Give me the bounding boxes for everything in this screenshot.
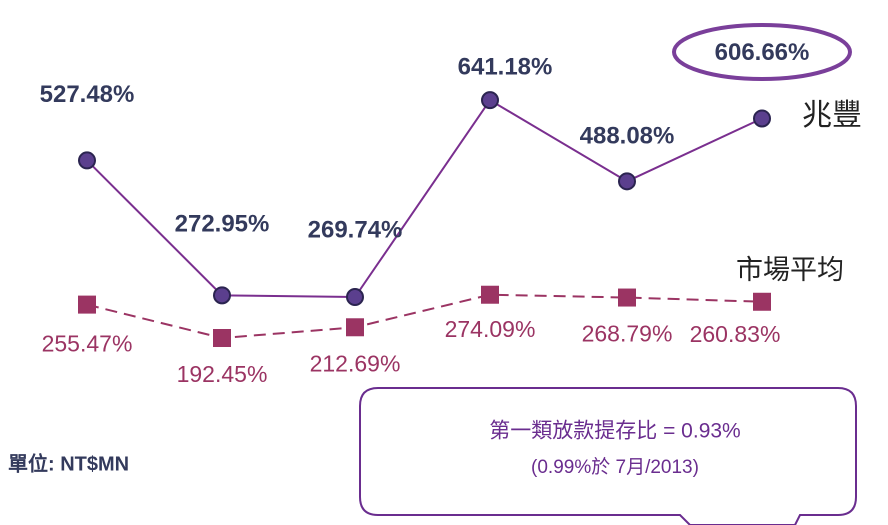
data-label: 260.83%: [690, 321, 781, 347]
data-label: 606.66%: [715, 39, 810, 66]
callout-text: (0.99%於 7月/2013): [531, 456, 699, 478]
data-label: 269.74%: [308, 216, 403, 243]
point-marker: [346, 288, 364, 307]
data-label: 192.45%: [177, 361, 268, 387]
highlight-oval: [672, 23, 852, 81]
data-label: 274.09%: [445, 316, 536, 342]
data-label: 255.47%: [42, 331, 133, 357]
point-marker: [618, 172, 636, 191]
data-label: 527.48%: [40, 81, 135, 108]
point-marker: [753, 109, 771, 128]
callout-box: [359, 387, 857, 525]
legend-label: 市場平均: [736, 255, 844, 285]
point-marker: [346, 318, 364, 337]
data-label: 488.08%: [580, 123, 675, 150]
legend-label: 兆豐: [802, 99, 862, 132]
point-marker: [213, 286, 231, 305]
data-label: 641.18%: [458, 54, 553, 81]
series-line: [86, 98, 763, 299]
point-marker: [78, 295, 96, 314]
data-label: 272.95%: [175, 211, 270, 238]
point-marker: [481, 285, 499, 304]
data-label: 268.79%: [582, 321, 673, 347]
series-line: [86, 293, 763, 340]
callout-text: 第一類放款提存比 = 0.93%: [489, 420, 740, 443]
point-marker: [481, 91, 499, 110]
unit-label: 單位: NT$MN: [8, 451, 129, 475]
point-marker: [213, 329, 231, 348]
point-marker: [78, 151, 96, 170]
point-marker: [753, 292, 771, 311]
data-label: 212.69%: [310, 350, 401, 376]
point-marker: [618, 288, 636, 307]
